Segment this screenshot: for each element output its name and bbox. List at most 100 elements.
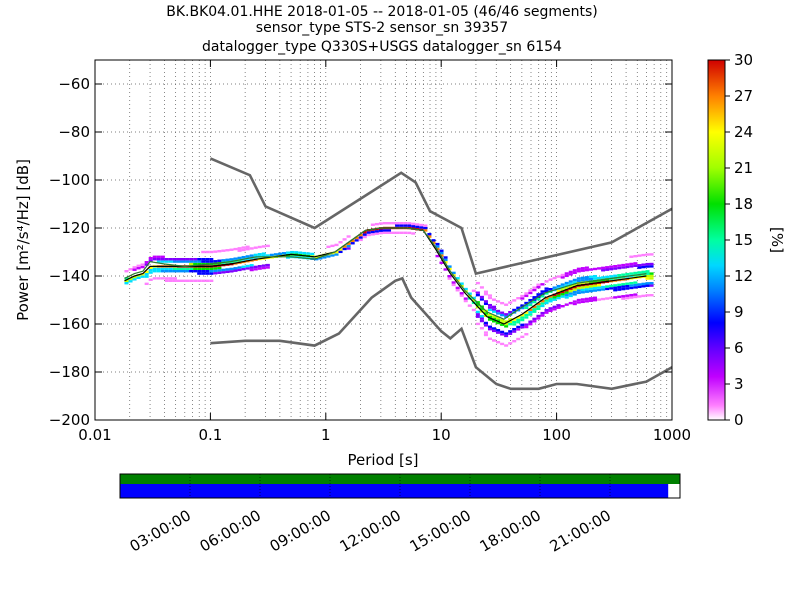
histogram-cell bbox=[609, 284, 614, 288]
histogram-cell bbox=[152, 270, 157, 273]
time-tick-label: 21:00:00 bbox=[547, 506, 614, 555]
histogram-cell bbox=[181, 267, 186, 270]
histogram-cell bbox=[447, 265, 452, 268]
histogram-cell bbox=[176, 279, 182, 282]
histogram-cell bbox=[181, 279, 186, 282]
histogram-cell bbox=[641, 263, 646, 266]
histogram-cell bbox=[568, 280, 573, 283]
histogram-cell bbox=[213, 267, 218, 270]
histogram-cell bbox=[185, 270, 190, 273]
histogram-cell bbox=[342, 238, 347, 241]
histogram-cell bbox=[213, 269, 218, 273]
histogram-cell bbox=[544, 309, 549, 312]
histogram-cell bbox=[500, 333, 505, 336]
histogram-cell bbox=[189, 267, 194, 270]
histogram-cell bbox=[629, 272, 634, 275]
histogram-cell bbox=[132, 275, 137, 279]
histogram-cell bbox=[487, 318, 493, 321]
y-tick-label: −200 bbox=[49, 411, 90, 429]
histogram-cell bbox=[217, 266, 222, 270]
histogram-cell bbox=[592, 274, 598, 278]
histogram-cell bbox=[152, 255, 157, 258]
title-line-1: BK.BK04.01.HHE 2018-01-05 -- 2018-01-05 … bbox=[166, 4, 598, 20]
histogram-cell bbox=[382, 231, 387, 234]
histogram-cell bbox=[318, 257, 323, 260]
histogram-cell bbox=[576, 291, 581, 295]
histogram-cell bbox=[508, 310, 513, 314]
histogram-cell bbox=[342, 247, 347, 251]
histogram-cell bbox=[532, 286, 537, 289]
histogram-cell bbox=[229, 267, 234, 271]
histogram-cell bbox=[625, 284, 630, 288]
histogram-cell bbox=[637, 283, 642, 286]
x-axis: 0.01 0.1 1 10 100 1000 bbox=[78, 60, 691, 444]
histogram-cell bbox=[140, 275, 145, 278]
histogram-cell bbox=[504, 334, 509, 338]
histogram-cell bbox=[148, 268, 153, 272]
histogram-cell bbox=[164, 267, 169, 270]
histogram-cell bbox=[395, 222, 400, 225]
histogram-cell bbox=[524, 294, 529, 298]
histogram-cell bbox=[197, 272, 202, 275]
histogram-cell bbox=[229, 258, 234, 261]
histogram-cell bbox=[261, 245, 266, 248]
histogram-cell bbox=[152, 277, 157, 280]
histogram-cell bbox=[176, 260, 182, 263]
histogram-cell bbox=[479, 298, 484, 301]
histogram-cell bbox=[520, 316, 525, 319]
histogram-cell bbox=[189, 270, 194, 273]
histogram-cell bbox=[492, 308, 497, 311]
histogram-cell bbox=[378, 222, 383, 225]
histogram-cell bbox=[443, 268, 448, 271]
histogram-cell bbox=[330, 254, 335, 257]
histogram-cell bbox=[181, 270, 186, 273]
histogram-cell bbox=[580, 276, 585, 280]
histogram-cell bbox=[124, 279, 129, 282]
colorbar-tick-label: 9 bbox=[734, 303, 744, 321]
histogram-cell bbox=[621, 297, 626, 300]
histogram-cell bbox=[496, 319, 501, 322]
histogram-cell bbox=[496, 309, 501, 313]
histogram-cell bbox=[576, 286, 581, 290]
histogram-cell bbox=[391, 231, 396, 234]
histogram-cell bbox=[516, 318, 521, 322]
histogram-cell bbox=[193, 258, 198, 261]
histogram-cell bbox=[160, 258, 165, 261]
histogram-cell bbox=[592, 296, 598, 299]
histogram-cell bbox=[621, 283, 626, 286]
histogram-cell bbox=[580, 298, 585, 301]
histogram-cell bbox=[597, 267, 602, 270]
histogram-cell bbox=[605, 275, 610, 279]
histogram-cell bbox=[229, 270, 234, 273]
histogram-cell bbox=[427, 235, 432, 238]
y-axis: −60 −80 −100 −120 −140 −160 −180 −200 bbox=[49, 75, 672, 429]
histogram-cell bbox=[249, 264, 254, 267]
histogram-cell bbox=[451, 281, 456, 284]
histogram-cell bbox=[512, 308, 517, 312]
histogram-cell bbox=[528, 313, 533, 316]
histogram-cell bbox=[633, 293, 638, 296]
histogram-cell bbox=[423, 224, 428, 227]
histogram-cell bbox=[189, 258, 194, 261]
histogram-cell bbox=[479, 315, 484, 318]
histogram-cell bbox=[637, 266, 642, 269]
histogram-cell bbox=[492, 310, 497, 313]
histogram-cell bbox=[479, 307, 484, 311]
histogram-cell bbox=[257, 245, 262, 249]
histogram-cell bbox=[597, 276, 602, 280]
histogram-cell bbox=[302, 251, 307, 255]
histogram-cell bbox=[556, 294, 561, 297]
histogram-cell bbox=[532, 288, 537, 292]
y-tick-label: −60 bbox=[58, 75, 90, 93]
histogram-cell bbox=[544, 292, 549, 295]
colorbar-tick-label: 3 bbox=[734, 375, 744, 393]
histogram-cell bbox=[532, 296, 537, 299]
histogram-cell bbox=[548, 307, 553, 310]
histogram-cell bbox=[536, 283, 541, 287]
histogram-cell bbox=[605, 287, 610, 291]
time-tick-label: 18:00:00 bbox=[477, 506, 544, 555]
grid-lines bbox=[95, 60, 672, 420]
histogram-cell bbox=[544, 311, 549, 314]
histogram-cell bbox=[601, 288, 606, 291]
histogram-cell bbox=[459, 282, 464, 285]
